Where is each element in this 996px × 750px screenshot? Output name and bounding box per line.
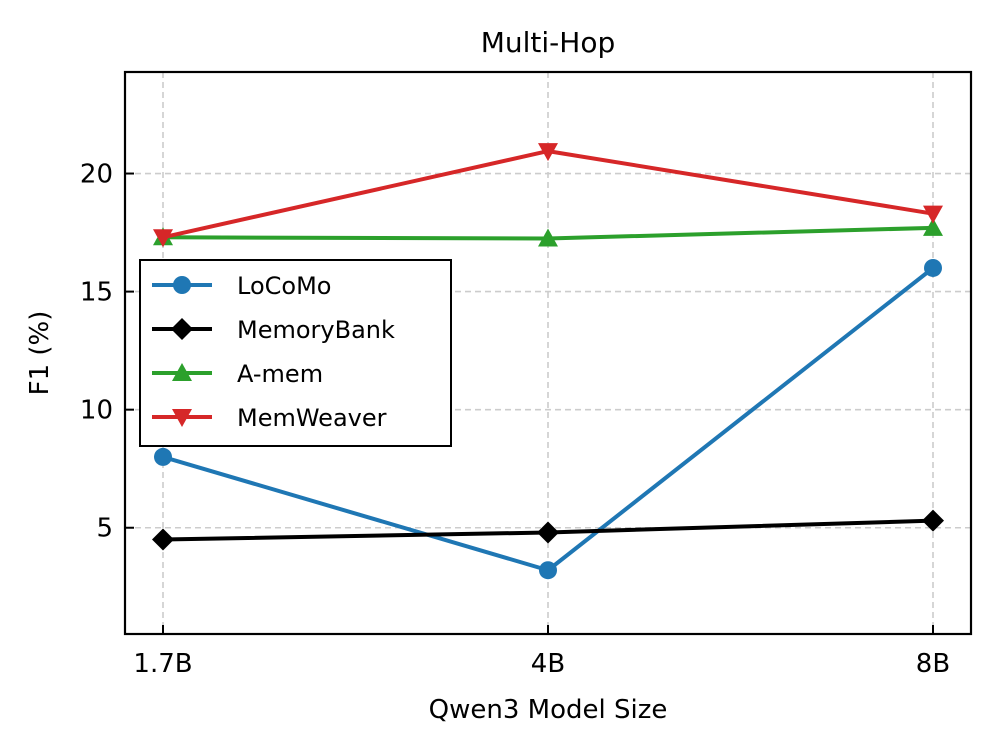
- x-tick-label: 4B: [531, 649, 565, 679]
- data-point-memorybank: [537, 521, 559, 544]
- y-tick-label: 15: [80, 278, 113, 308]
- data-point-locomo: [539, 561, 557, 580]
- series-group: [152, 143, 944, 580]
- legend-label-memweaver: MemWeaver: [237, 404, 387, 432]
- data-point-memorybank: [152, 528, 174, 551]
- legend-marker-locomo: [173, 276, 191, 294]
- x-tick-label: 1.7B: [133, 649, 192, 679]
- data-point-memweaver: [538, 143, 558, 162]
- data-point-memweaver: [923, 205, 943, 224]
- series-memorybank: [152, 509, 944, 551]
- data-point-a-mem: [538, 228, 558, 247]
- legend-marker-a-mem: [172, 363, 192, 381]
- legend-label-a-mem: A-mem: [237, 360, 323, 388]
- y-tick-label: 10: [80, 396, 113, 426]
- x-axis-label: Qwen3 Model Size: [429, 695, 668, 725]
- data-point-memorybank: [922, 509, 944, 532]
- y-ticks: 5 10 15 20: [80, 160, 134, 544]
- data-point-locomo: [154, 447, 172, 466]
- chart-title: Multi-Hop: [481, 26, 616, 59]
- y-tick-label: 5: [96, 514, 113, 544]
- data-point-memweaver: [153, 229, 173, 248]
- series-locomo: [154, 258, 942, 580]
- data-point-locomo: [924, 258, 942, 277]
- legend: LoCoMo MemoryBank A-mem MemWeaver: [139, 259, 452, 447]
- plot-frame: [123, 70, 973, 636]
- legend-marker-memweaver: [172, 409, 192, 427]
- x-ticks: 1.7B 4B 8B: [133, 625, 950, 679]
- series-memweaver: [153, 143, 943, 248]
- data-point-a-mem: [923, 217, 943, 236]
- y-axis-label: F1 (%): [25, 311, 55, 396]
- legend-label-locomo: LoCoMo: [237, 272, 331, 300]
- legend-marker-memorybank: [171, 318, 193, 340]
- x-tick-label: 8B: [916, 649, 950, 679]
- y-tick-label: 20: [80, 160, 113, 190]
- legend-label-memorybank: MemoryBank: [237, 316, 395, 344]
